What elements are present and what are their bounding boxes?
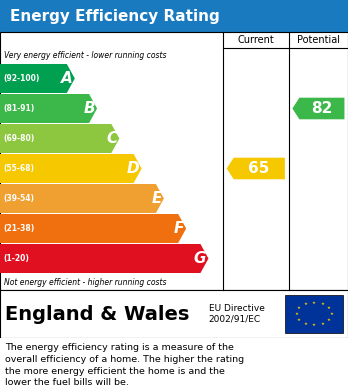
Bar	[285, 295, 343, 333]
Text: ★: ★	[327, 307, 331, 310]
Polygon shape	[0, 184, 164, 213]
Text: (39-54): (39-54)	[3, 194, 34, 203]
Bar	[0, 32, 348, 290]
Text: (21-38): (21-38)	[3, 224, 34, 233]
Text: England & Wales: England & Wales	[5, 305, 189, 323]
Text: Potential: Potential	[297, 35, 340, 45]
Text: ★: ★	[321, 322, 325, 326]
Text: ★: ★	[327, 317, 331, 322]
Text: F: F	[174, 221, 184, 236]
Text: ★: ★	[312, 301, 316, 305]
Text: Very energy efficient - lower running costs: Very energy efficient - lower running co…	[4, 52, 166, 61]
Text: Energy Efficiency Rating: Energy Efficiency Rating	[10, 9, 220, 23]
Text: 82: 82	[311, 101, 332, 116]
Text: 65: 65	[248, 161, 269, 176]
Text: Current: Current	[237, 35, 274, 45]
Text: ★: ★	[297, 307, 301, 310]
Polygon shape	[0, 124, 119, 153]
Text: ★: ★	[329, 312, 333, 316]
Polygon shape	[0, 244, 208, 273]
Polygon shape	[0, 94, 97, 123]
Text: EU Directive
2002/91/EC: EU Directive 2002/91/EC	[209, 304, 265, 324]
Text: D: D	[127, 161, 140, 176]
Text: ★: ★	[297, 317, 301, 322]
Text: ★: ★	[295, 312, 299, 316]
Polygon shape	[0, 154, 142, 183]
Polygon shape	[0, 64, 75, 93]
Text: C: C	[106, 131, 117, 146]
Text: (92-100): (92-100)	[3, 74, 39, 83]
Bar	[0, 338, 348, 391]
Text: ★: ★	[303, 302, 307, 306]
Text: B: B	[84, 101, 95, 116]
Polygon shape	[292, 98, 345, 119]
Polygon shape	[227, 158, 285, 179]
Bar	[0, 290, 348, 338]
Text: ★: ★	[303, 322, 307, 326]
Text: E: E	[151, 191, 162, 206]
Text: G: G	[194, 251, 206, 266]
Text: (1-20): (1-20)	[3, 254, 29, 263]
Polygon shape	[0, 214, 186, 243]
Text: ★: ★	[321, 302, 325, 306]
Text: (55-68): (55-68)	[3, 164, 34, 173]
Text: A: A	[61, 71, 73, 86]
Text: ★: ★	[312, 323, 316, 327]
Bar	[0, 0, 348, 32]
Text: The energy efficiency rating is a measure of the
overall efficiency of a home. T: The energy efficiency rating is a measur…	[5, 343, 244, 387]
Text: (81-91): (81-91)	[3, 104, 34, 113]
Text: (69-80): (69-80)	[3, 134, 34, 143]
Text: Not energy efficient - higher running costs: Not energy efficient - higher running co…	[4, 278, 166, 287]
